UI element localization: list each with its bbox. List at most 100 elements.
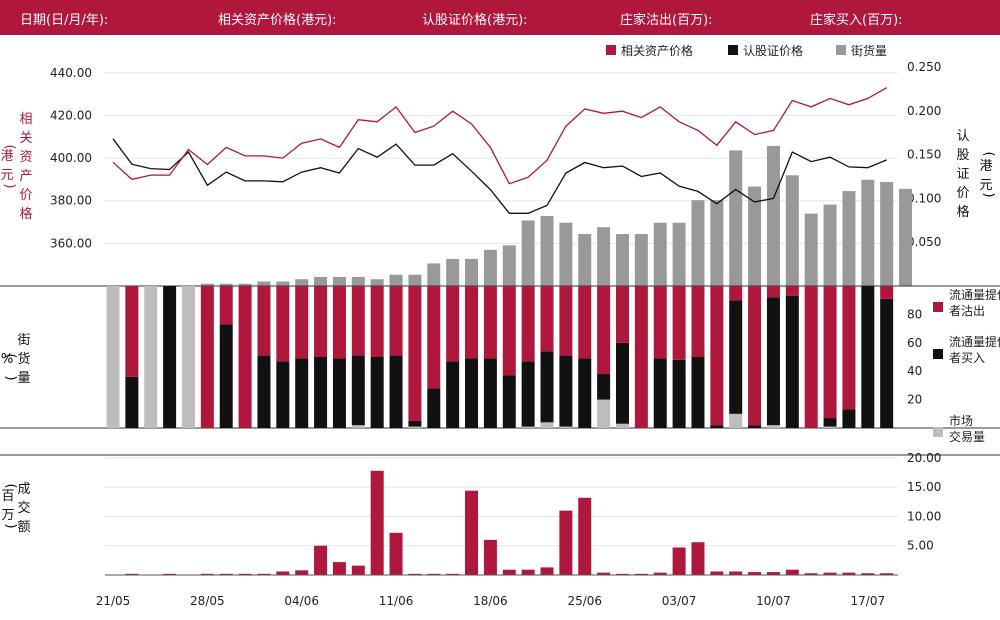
mm-buy-bar — [314, 357, 328, 428]
market-volume-bar — [408, 426, 422, 428]
mm-buy-bar — [559, 355, 573, 427]
turnover-bar — [200, 573, 214, 575]
turnover-bar — [295, 570, 309, 575]
mm-buy-bar — [370, 357, 384, 428]
mm-buy-bar — [842, 409, 856, 428]
y-right-axis-title: 股 — [956, 148, 969, 163]
y-left-tick-label: 440.00 — [50, 66, 92, 80]
x-tick-label: 03/07 — [662, 594, 697, 608]
header-mm-sell-label: 庄家沽出(百万): — [620, 13, 713, 28]
turnover-bar — [880, 573, 894, 575]
mm-sell-bar — [785, 286, 799, 296]
mm-sell-bar — [653, 286, 667, 359]
mm-sell-bar — [332, 286, 346, 359]
mm-buy-bar — [332, 358, 346, 428]
mm-buy-bar — [276, 361, 290, 428]
x-tick-label: 04/06 — [284, 594, 319, 608]
outstanding-bar — [370, 279, 384, 286]
legend2-label: 者买入 — [949, 351, 985, 365]
legend-swatch — [606, 45, 616, 55]
mm-buy-bar — [823, 418, 837, 427]
turnover-bar — [219, 573, 233, 575]
legend-label: 街货量 — [851, 43, 887, 58]
y-left-axis-paren: ) — [2, 183, 17, 188]
turnover-bar — [691, 542, 705, 575]
market-volume-bar — [597, 399, 611, 428]
header-asset-price-label: 相关资产价格(港元): — [218, 13, 337, 28]
legend2-swatch — [933, 349, 943, 359]
mm-sell-bar — [370, 286, 384, 357]
outstanding-bar — [842, 191, 856, 286]
turnover-bar — [653, 572, 667, 575]
outstanding-bar — [710, 200, 724, 286]
header-mm-buy-label: 庄家买入(百万): — [810, 13, 903, 28]
market-volume-bar — [729, 413, 743, 428]
outstanding-bar — [766, 145, 780, 286]
mm-buy-bar — [163, 286, 177, 428]
outstanding-bar — [257, 281, 271, 286]
y3-axis-title: 交 — [17, 500, 30, 516]
y3-axis-paren: ) — [3, 523, 18, 528]
y2-tick-label: 20 — [907, 393, 922, 407]
market-volume-bar — [540, 422, 554, 428]
mm-sell-bar — [559, 286, 573, 356]
y-right-axis-paren: ) — [981, 192, 996, 197]
y-right-axis-paren: ( — [981, 151, 996, 156]
mm-sell-bar — [351, 286, 365, 356]
y3-axis-unit: 百 — [1, 489, 14, 504]
mm-buy-bar — [615, 342, 629, 424]
outstanding-bar — [899, 188, 913, 286]
mm-sell-bar — [729, 286, 743, 301]
mm-buy-bar — [785, 295, 799, 428]
mm-sell-bar — [672, 286, 686, 360]
legend-swatch — [728, 45, 738, 55]
mm-buy-bar — [465, 358, 479, 428]
y3-tick-label: 10.00 — [907, 509, 941, 523]
x-tick-label: 18/06 — [473, 594, 508, 608]
y-right-axis-title: 价 — [956, 186, 969, 201]
mm-sell-bar — [691, 286, 705, 357]
y-left-axis-unit: 元 — [0, 168, 13, 183]
y-right-axis-title: 认 — [956, 129, 969, 144]
y-right-tick-label: 0.100 — [907, 191, 941, 205]
y-right-axis-title: 证 — [956, 167, 969, 182]
turnover-bar — [804, 573, 818, 575]
mm-buy-bar — [351, 355, 365, 426]
mm-sell-bar — [634, 286, 648, 428]
turnover-bar — [257, 573, 271, 575]
turnover-bar — [672, 547, 686, 575]
turnover-bar — [597, 572, 611, 575]
mm-buy-bar — [710, 425, 724, 428]
mm-sell-bar — [880, 286, 894, 299]
mm-sell-bar — [823, 286, 837, 419]
turnover-bar — [389, 532, 403, 575]
y-left-axis-title: 产 — [19, 169, 32, 184]
legend2-swatch — [933, 427, 943, 437]
outstanding-bar — [880, 182, 894, 286]
mm-buy-bar — [880, 298, 894, 428]
market-volume-bar — [144, 286, 158, 428]
y-right-axis-title: 格 — [956, 204, 969, 220]
y-left-axis-title: 相 — [19, 112, 32, 127]
mm-buy-bar — [125, 376, 139, 428]
outstanding-bar — [578, 234, 592, 286]
mm-sell-bar — [389, 286, 403, 356]
turnover-bar — [332, 562, 346, 575]
y-left-tick-label: 400.00 — [50, 151, 92, 165]
mm-buy-bar — [691, 357, 705, 428]
outstanding-bar — [597, 227, 611, 286]
turnover-bar — [483, 539, 497, 575]
mm-sell-bar — [238, 286, 252, 428]
market-volume-bar — [766, 425, 780, 428]
x-tick-label: 17/07 — [851, 594, 886, 608]
y2-tick-label: 60 — [907, 336, 922, 350]
outstanding-bar — [823, 204, 837, 286]
mm-sell-bar — [465, 286, 479, 359]
legend2-swatch — [933, 302, 943, 312]
y-left-axis-paren: ( — [2, 144, 17, 149]
mm-sell-bar — [540, 286, 554, 352]
mm-sell-bar — [842, 286, 856, 410]
header-date-label: 日期(日/月/年): — [20, 13, 109, 28]
mm-buy-bar — [257, 355, 271, 428]
